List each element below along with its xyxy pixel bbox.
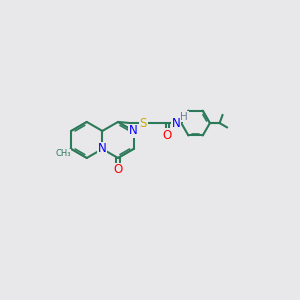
Text: H: H	[180, 112, 188, 122]
Text: O: O	[163, 129, 172, 142]
Text: N: N	[98, 142, 107, 155]
Text: N: N	[172, 117, 181, 130]
Text: S: S	[140, 117, 147, 130]
Text: CH₃: CH₃	[55, 149, 70, 158]
Text: N: N	[129, 124, 138, 137]
Text: O: O	[113, 164, 123, 176]
